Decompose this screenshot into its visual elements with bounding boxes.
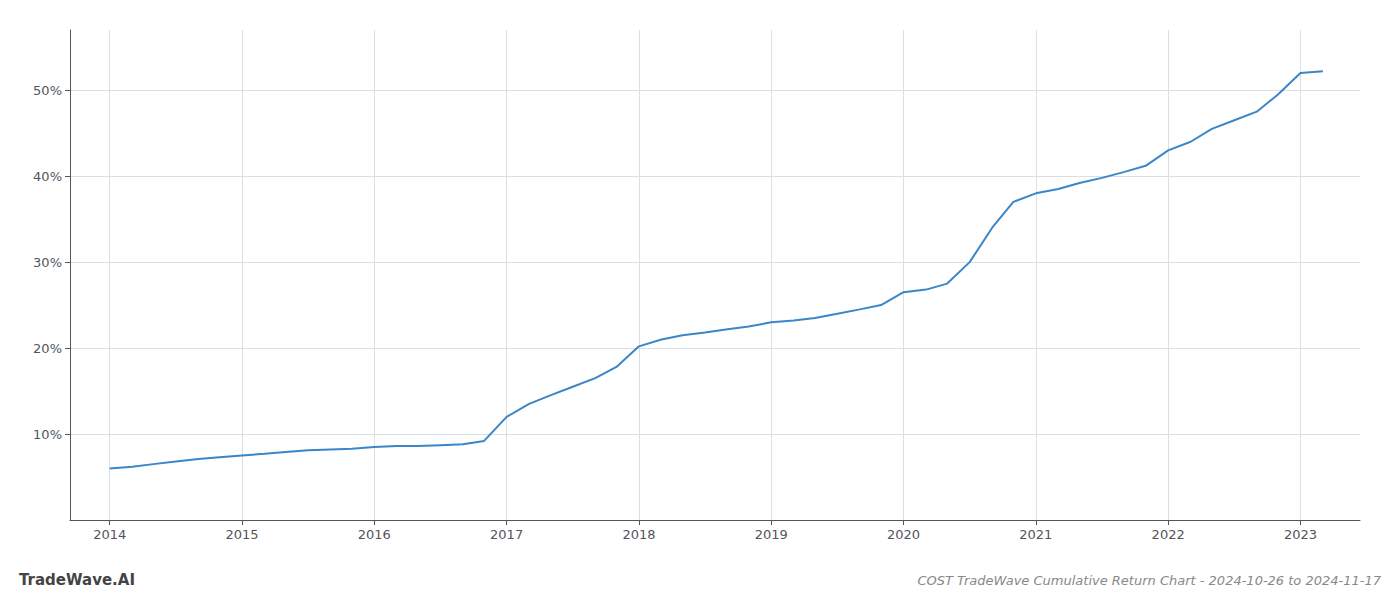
svg-text:2020: 2020 [887, 527, 920, 542]
svg-text:20%: 20% [33, 341, 62, 356]
svg-text:50%: 50% [33, 83, 62, 98]
svg-text:2021: 2021 [1019, 527, 1052, 542]
svg-text:2023: 2023 [1284, 527, 1317, 542]
svg-text:2022: 2022 [1152, 527, 1185, 542]
svg-text:30%: 30% [33, 255, 62, 270]
svg-text:2015: 2015 [225, 527, 258, 542]
svg-text:40%: 40% [33, 169, 62, 184]
svg-text:2019: 2019 [755, 527, 788, 542]
svg-text:2017: 2017 [490, 527, 523, 542]
svg-text:10%: 10% [33, 427, 62, 442]
svg-text:TradeWave.AI: TradeWave.AI [19, 571, 135, 589]
svg-text:2018: 2018 [622, 527, 655, 542]
svg-text:2014: 2014 [93, 527, 126, 542]
svg-text:COST TradeWave Cumulative Retu: COST TradeWave Cumulative Return Chart -… [917, 573, 1381, 588]
svg-text:2016: 2016 [358, 527, 391, 542]
